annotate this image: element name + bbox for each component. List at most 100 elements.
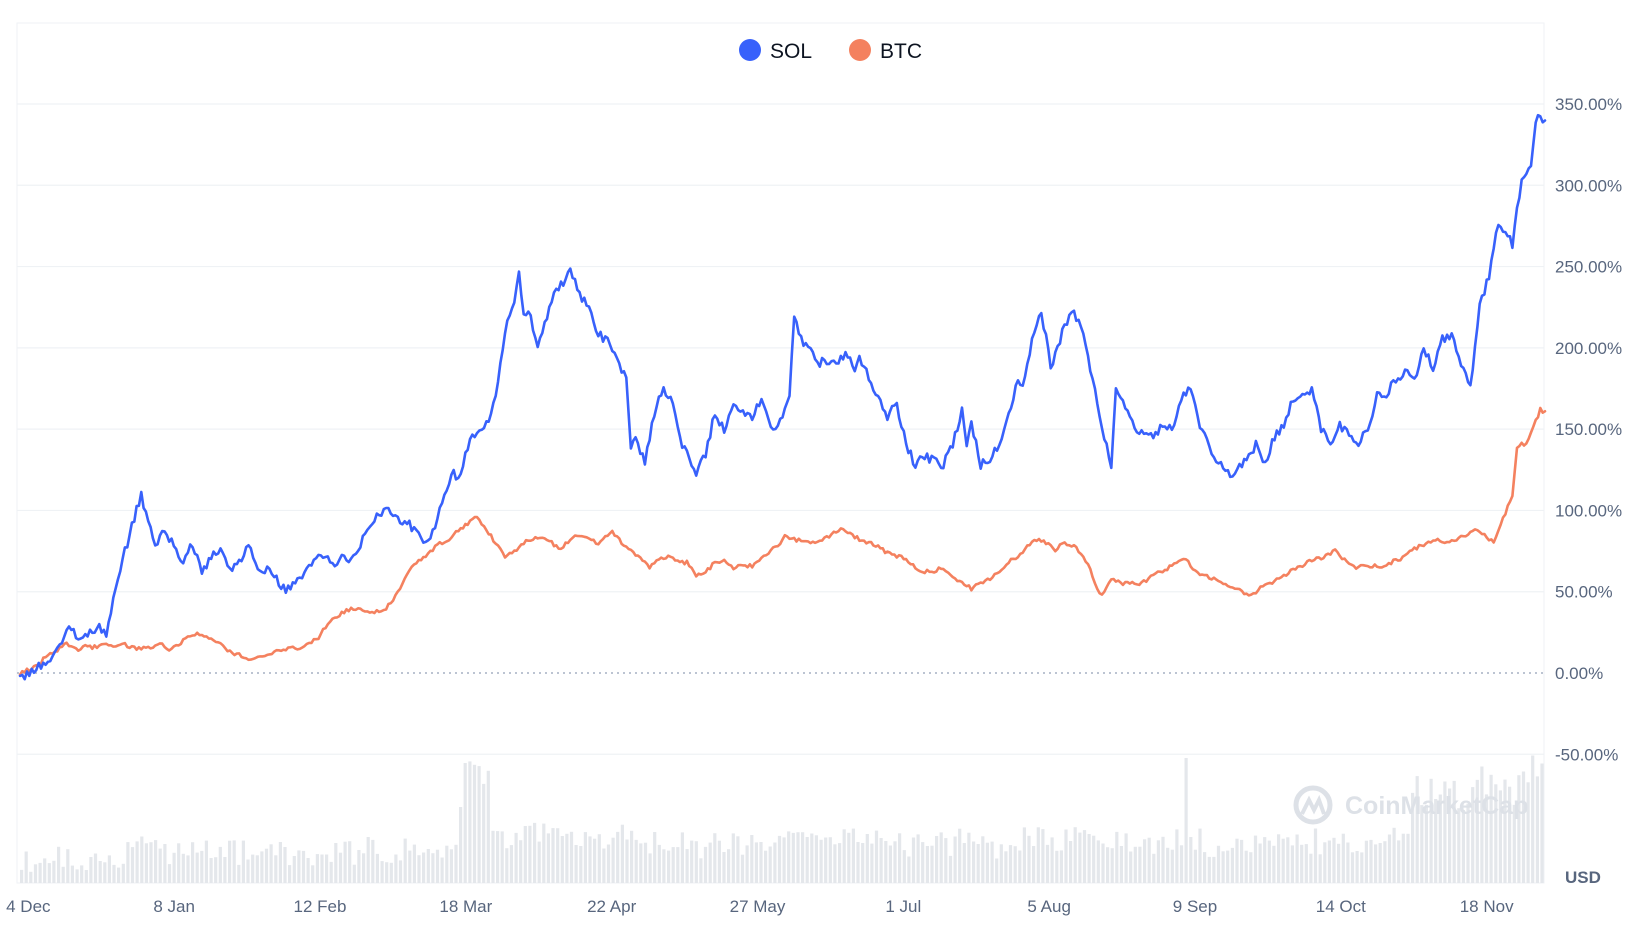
volume-bar [389,862,393,883]
volume-bar [731,833,735,883]
volume-bar [667,850,671,883]
volume-bar [528,825,532,883]
volume-bar [1337,843,1341,883]
volume-bar [842,829,846,883]
volume-bar [403,838,407,883]
volume-bar [1475,779,1479,883]
volume-bar [426,849,430,883]
volume-bar [209,858,213,883]
volume-bar [523,826,527,883]
volume-bar [75,869,79,883]
volume-bar [1350,852,1355,883]
y-tick-label: 350.00% [1555,95,1622,114]
chart-frame [16,22,1545,884]
volume-bar [311,865,315,883]
volume-bar [412,844,416,883]
volume-bar [1489,774,1493,883]
volume-bar [777,835,782,883]
volume-bar [149,842,153,883]
volume-bar [1055,850,1059,883]
volume-bar [750,835,754,883]
volume-bar [1286,837,1290,883]
volume-bar [1374,844,1378,883]
volume-bar [1193,849,1197,883]
series-line-sol[interactable] [18,113,1547,681]
volume-bar [43,858,47,883]
volume-bar [1203,852,1207,883]
volume-bar [953,836,957,883]
volume-bar [990,841,994,883]
volume-bar [1313,828,1318,883]
volume-bar [1438,794,1442,883]
volume-bar [703,846,708,883]
volume-bar [1290,845,1294,883]
volume-bar [1498,790,1502,883]
volume-bar [773,842,777,883]
volume-bar [1138,846,1142,883]
volume-bar [1526,782,1530,883]
legend-label-btc: BTC [880,40,922,63]
legend[interactable]: SOL BTC [739,39,922,63]
y-tick-label: 0.00% [1555,664,1603,683]
volume-bar [1036,827,1040,883]
volume-bar [440,857,444,883]
volume-bar [1304,844,1308,883]
volume-bar [357,850,361,883]
volume-bar [680,832,684,883]
x-tick-label: 18 Nov [1460,897,1514,916]
volume-bar [57,846,61,883]
legend-item-btc[interactable]: BTC [849,39,922,63]
legend-item-sol[interactable]: SOL [739,39,812,63]
volume-bar [935,836,939,883]
volume-bar [338,852,343,883]
x-tick-label: 12 Feb [294,897,347,916]
series-lines [18,113,1547,681]
volume-bar [893,841,897,883]
volume-bar [533,822,537,883]
volume-bar [1461,810,1465,883]
volume-bar [218,846,222,883]
volume-bar [981,836,985,883]
volume-bar [1101,843,1105,883]
volume-bar [620,824,624,883]
volume-bar [348,841,352,883]
volume-bars [20,755,1544,883]
volume-bar [1392,827,1396,883]
volume-bar [1059,850,1063,883]
volume-bar [1503,779,1507,883]
volume-bar [972,841,976,883]
x-tick-label: 22 Apr [587,897,636,916]
volume-bar [1018,850,1022,883]
volume-bar [1106,847,1110,883]
volume-bar [283,847,287,883]
volume-bar [163,844,167,883]
y-tick-label: 100.00% [1555,501,1622,520]
volume-bar [791,832,795,883]
volume-bar [1027,835,1031,883]
volume-bar [468,761,472,883]
volume-bar [223,857,227,883]
unit-label: USD [1565,868,1601,887]
volume-bar [477,766,481,883]
volume-bar [1531,755,1535,883]
volume-bar [939,832,943,883]
watermark: CoinMarketCap [1293,785,1528,825]
volume-bar [1221,851,1225,883]
volume-bar [1341,833,1345,883]
volume-bar [708,842,712,883]
volume-bar [625,839,629,883]
volume-bar [1143,839,1147,883]
series-line-btc[interactable] [18,406,1547,677]
volume-bar [948,855,953,883]
volume-bar [1258,843,1262,883]
volume-bar [1008,845,1013,883]
volume-bar [509,845,513,883]
volume-bar [1249,852,1253,883]
volume-bar [967,832,971,883]
volume-bar [1521,771,1526,883]
volume-bar [1032,846,1036,883]
volume-bar [103,862,107,883]
volume-bar [362,853,366,883]
volume-bar [52,860,56,883]
volume-bar [1383,841,1387,883]
